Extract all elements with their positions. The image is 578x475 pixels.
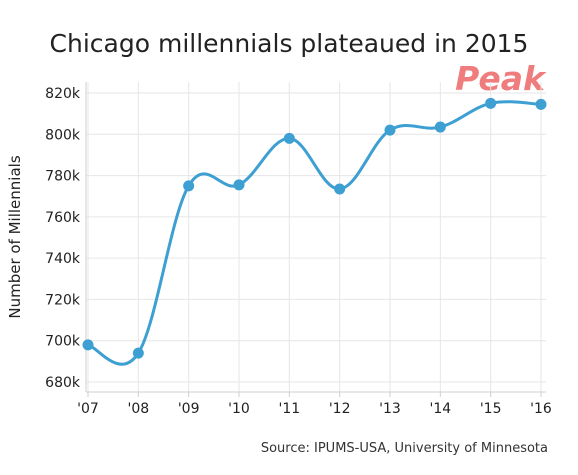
data-point bbox=[384, 124, 396, 136]
x-tick-labels: '07 '08 '09 '10 '11 '12 '13 '14 '15 '16 bbox=[77, 401, 552, 417]
data-point bbox=[233, 179, 245, 191]
peak-annotation: Peak bbox=[455, 59, 547, 98]
series-line bbox=[86, 100, 543, 366]
data-point bbox=[485, 97, 497, 109]
chart-title: Chicago millennials plateaued in 2015 bbox=[50, 29, 529, 58]
data-point bbox=[183, 180, 195, 192]
x-tick-label: '11 bbox=[278, 401, 300, 417]
data-points bbox=[82, 97, 547, 359]
y-tick-label: 680k bbox=[45, 375, 81, 391]
x-tick-label: '16 bbox=[530, 401, 552, 417]
x-tick-label: '13 bbox=[379, 401, 401, 417]
y-tick-label: 780k bbox=[45, 169, 81, 185]
data-point bbox=[82, 339, 94, 351]
x-tick-label: '10 bbox=[228, 401, 250, 417]
y-tick-label: 720k bbox=[45, 292, 81, 308]
y-tick-label: 820k bbox=[45, 86, 81, 102]
data-point bbox=[132, 347, 144, 359]
y-tick-label: 800k bbox=[45, 127, 81, 143]
data-point bbox=[334, 183, 346, 195]
gridlines bbox=[86, 82, 546, 392]
x-tick-label: '15 bbox=[480, 401, 502, 417]
data-point bbox=[434, 121, 446, 133]
y-tick-labels: 680k 700k 720k 740k 760k 780k 800k 820k bbox=[45, 86, 81, 391]
y-tick-label: 700k bbox=[45, 334, 81, 350]
x-tick-label: '14 bbox=[429, 401, 451, 417]
data-point bbox=[283, 132, 295, 144]
x-tick-label: '07 bbox=[77, 401, 99, 417]
x-tick-label: '12 bbox=[329, 401, 351, 417]
x-tick-label: '08 bbox=[127, 401, 149, 417]
source-note: Source: IPUMS-USA, University of Minneso… bbox=[261, 441, 548, 456]
y-tick-label: 760k bbox=[45, 210, 81, 226]
axes bbox=[85, 82, 546, 397]
x-tick-label: '09 bbox=[178, 401, 200, 417]
y-tick-label: 740k bbox=[45, 251, 81, 267]
data-point bbox=[535, 98, 547, 110]
y-axis-label: Number of Millennials bbox=[6, 155, 24, 318]
